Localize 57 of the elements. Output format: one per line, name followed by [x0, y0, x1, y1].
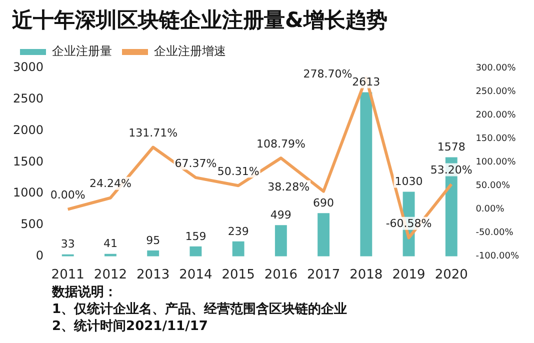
y2-tick-label: 300.00% [476, 63, 516, 74]
legend-label: 企业注册量 [52, 44, 112, 58]
y2-tick-label: 150.00% [476, 134, 516, 144]
y2-tick-label: 250.00% [476, 86, 516, 97]
y2-tick-label: -50.00% [476, 228, 514, 238]
x-tick-label: 2019 [392, 268, 426, 283]
bar [360, 92, 372, 256]
y2-tick-label: -100.00% [476, 252, 520, 262]
text: 数据说明： [52, 284, 118, 301]
text: 2、统计时间2021/11/17 [52, 318, 209, 335]
data-label: 0.00% [50, 188, 86, 202]
data-label: 278.70% [303, 67, 352, 80]
bar [318, 213, 330, 256]
data-label: 33 [60, 238, 75, 251]
data-label: 38.28% [268, 180, 310, 194]
y-tick-label: 1000 [12, 186, 44, 200]
y-tick-label: 1500 [12, 154, 44, 168]
y2-tick-label: 50.00% [476, 181, 510, 192]
data-label: 159 [185, 230, 206, 243]
x-tick-label: 2011 [51, 268, 84, 283]
data-label: 690 [313, 196, 334, 210]
legend-label: 企业注册增速 [154, 44, 226, 58]
bar [274, 225, 287, 256]
data-label: 239 [228, 224, 249, 238]
data-label: 95 [146, 234, 160, 247]
chart-title: 近十年深圳区块链企业注册量&增长趋势 [12, 7, 388, 34]
data-label: 499 [270, 208, 292, 222]
x-tick-label: 2020 [434, 268, 468, 283]
x-tick-label: 2013 [136, 268, 170, 283]
x-tick-label: 2016 [264, 268, 298, 283]
data-label: 24.24% [89, 177, 132, 190]
data-label: 131.71% [128, 126, 178, 140]
x-tick-label: 2017 [307, 268, 340, 283]
data-label: 50.31% [217, 164, 260, 178]
x-tick-label: 2014 [179, 268, 212, 283]
data-label: 67.37% [174, 156, 217, 170]
data-label: -60.58% [386, 217, 432, 230]
x-tick-label: 2012 [94, 268, 128, 283]
y-tick-label: 2500 [12, 92, 44, 106]
bar [147, 250, 160, 256]
bar [232, 241, 244, 256]
x-tick-label: 2015 [222, 268, 255, 283]
text: 1、仅统计企业名、产品、经营范围含区块链的企业 [52, 301, 348, 318]
data-label: 1030 [394, 175, 423, 188]
y2-tick-label: 200.00% [476, 110, 516, 120]
x-tick-label: 2018 [350, 268, 383, 283]
data-label: 41 [103, 237, 118, 250]
y2-tick-label: 0.00% [476, 204, 505, 215]
bar [190, 246, 202, 256]
y-tick-label: 0 [36, 248, 44, 263]
y-tick-label: 500 [20, 217, 44, 232]
y-tick-label: 2000 [12, 122, 44, 137]
y-tick-label: 3000 [12, 60, 44, 74]
y2-tick-label: 100.00% [476, 158, 516, 168]
data-label: 53.20% [430, 164, 472, 177]
data-label: 1578 [437, 140, 466, 154]
data-label: 108.79% [256, 137, 306, 150]
